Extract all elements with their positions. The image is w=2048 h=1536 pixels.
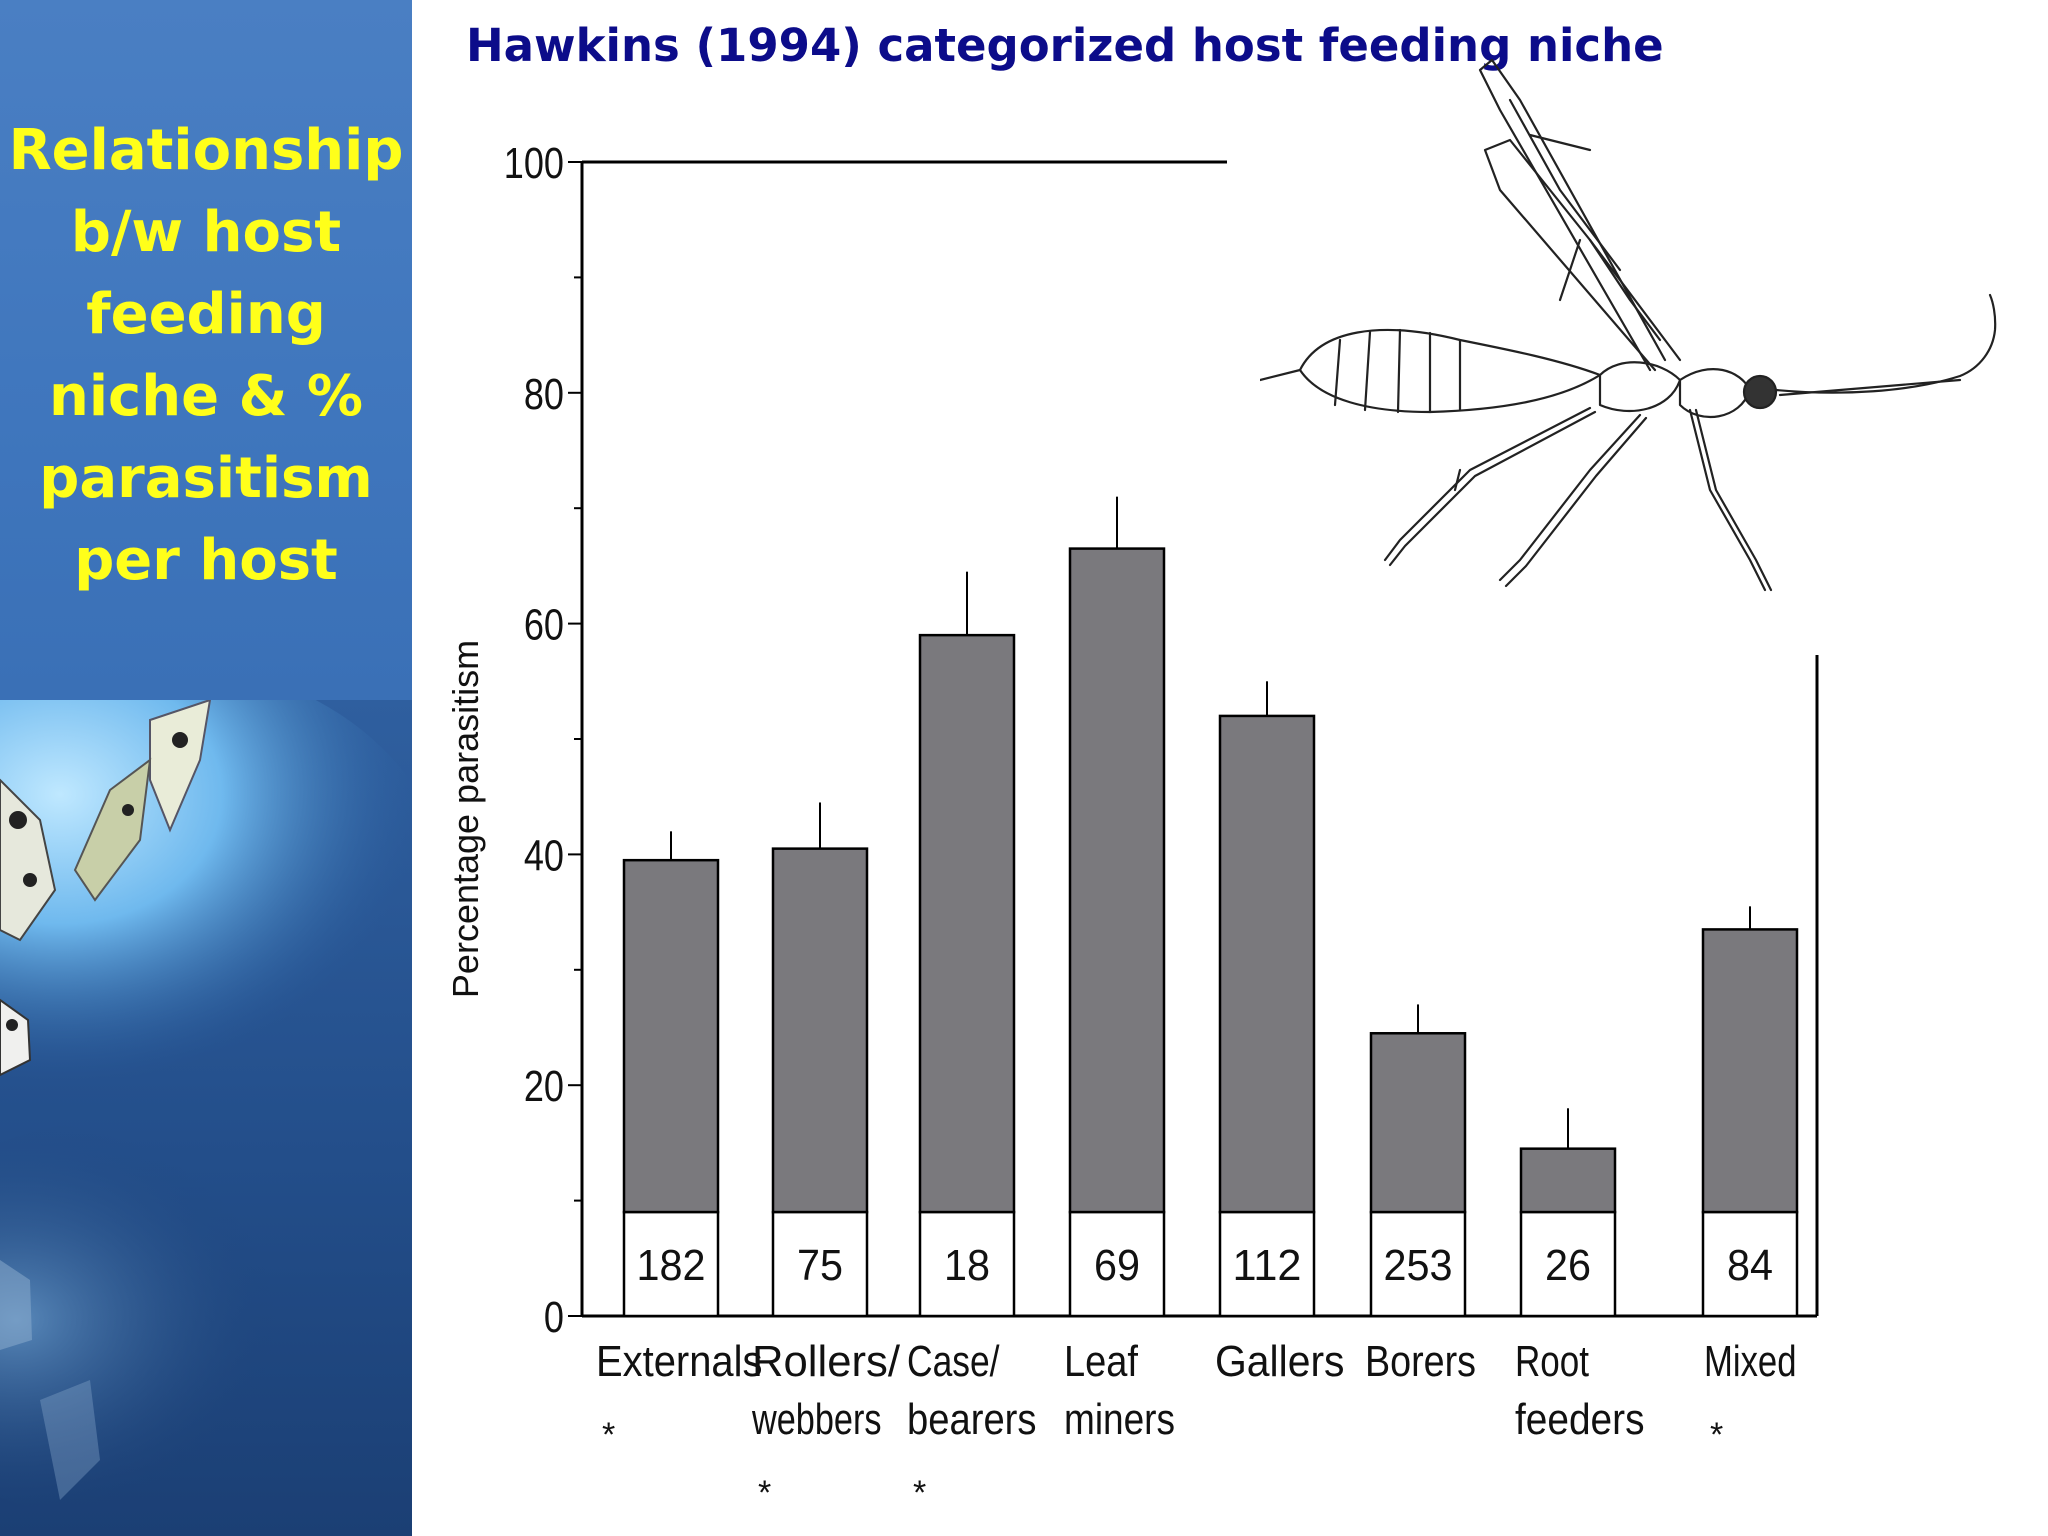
y-tick-label: 80 bbox=[524, 369, 564, 418]
sidebar-panel: Relationship b/w host feeding niche & % … bbox=[0, 0, 412, 1536]
significance-marker: * bbox=[758, 1474, 771, 1512]
sample-size-box bbox=[918, 1210, 1016, 1318]
sample-size-label: 112 bbox=[1233, 1241, 1302, 1290]
butterfly-1 bbox=[149, 700, 212, 833]
butterfly-2 bbox=[73, 757, 152, 902]
y-tick-label: 100 bbox=[504, 139, 564, 188]
sidebar-title-line: b/w host bbox=[70, 200, 342, 265]
sidebar-title-line: feeding bbox=[86, 282, 326, 347]
butterfly-4 bbox=[0, 998, 32, 1077]
y-tick-label: 40 bbox=[524, 831, 564, 880]
significance-marker: * bbox=[913, 1474, 926, 1512]
bar bbox=[1519, 1147, 1617, 1214]
bar-chart: 0 20 40 60 80 100 Percentage parasitism 182 75 18… bbox=[445, 139, 1819, 1512]
category-label: Rollers/ bbox=[752, 1337, 901, 1386]
sidebar-top-panel bbox=[0, 0, 412, 700]
bar bbox=[1218, 714, 1316, 1214]
butterflies-photo bbox=[0, 700, 412, 1536]
butterfly-3 bbox=[0, 778, 57, 942]
y-tick-label: 20 bbox=[524, 1062, 564, 1111]
slide-title: Hawkins (1994) categorized host feeding … bbox=[466, 19, 1664, 72]
sample-size-box bbox=[1369, 1210, 1467, 1318]
sample-size-label: 75 bbox=[797, 1241, 843, 1290]
sample-size-box bbox=[771, 1210, 869, 1318]
category-label: webbers bbox=[751, 1395, 881, 1444]
sample-size-label: 18 bbox=[944, 1241, 990, 1290]
y-tick-label: 60 bbox=[524, 600, 564, 649]
sample-size-label: 26 bbox=[1545, 1241, 1591, 1290]
sidebar-title-line: niche & % bbox=[48, 364, 364, 429]
sample-size-label: 84 bbox=[1727, 1241, 1773, 1290]
sidebar-title-line: per host bbox=[74, 528, 338, 593]
category-label: Externals bbox=[596, 1337, 763, 1386]
sample-size-box bbox=[1519, 1210, 1617, 1318]
sample-size-label: 69 bbox=[1094, 1241, 1140, 1290]
bar bbox=[918, 633, 1016, 1214]
category-label: Gallers bbox=[1215, 1337, 1345, 1386]
sample-size-box bbox=[622, 1210, 720, 1318]
bar bbox=[1701, 928, 1799, 1214]
sample-size-label: 253 bbox=[1384, 1241, 1453, 1290]
category-label: feeders bbox=[1515, 1395, 1645, 1444]
category-label: Root bbox=[1515, 1337, 1589, 1386]
parasitoid-wasp-drawing bbox=[1260, 58, 1997, 592]
sample-size-label: 182 bbox=[637, 1241, 706, 1290]
significance-marker: * bbox=[1710, 1416, 1723, 1454]
bar bbox=[771, 847, 869, 1214]
significance-marker: * bbox=[602, 1416, 615, 1454]
category-label: bearers bbox=[907, 1395, 1037, 1444]
category-label: Leaf bbox=[1064, 1337, 1139, 1386]
bar bbox=[622, 858, 720, 1214]
bar bbox=[1369, 1032, 1467, 1214]
sample-size-box bbox=[1701, 1210, 1799, 1318]
bar bbox=[1068, 547, 1166, 1214]
category-label: Case/ bbox=[907, 1337, 1000, 1386]
category-label: Mixed bbox=[1704, 1337, 1797, 1386]
category-label: miners bbox=[1064, 1395, 1175, 1444]
y-tick-label: 0 bbox=[544, 1293, 564, 1342]
sidebar-title-line: parasitism bbox=[39, 446, 373, 511]
sample-size-box bbox=[1068, 1210, 1166, 1318]
sample-size-box bbox=[1218, 1210, 1316, 1318]
sidebar-title: Relationship b/w host feeding niche & % … bbox=[0, 110, 412, 602]
sidebar-title-line: Relationship bbox=[8, 118, 404, 183]
category-label: Borers bbox=[1365, 1337, 1476, 1386]
y-axis-label: Percentage parasitism bbox=[445, 640, 486, 998]
